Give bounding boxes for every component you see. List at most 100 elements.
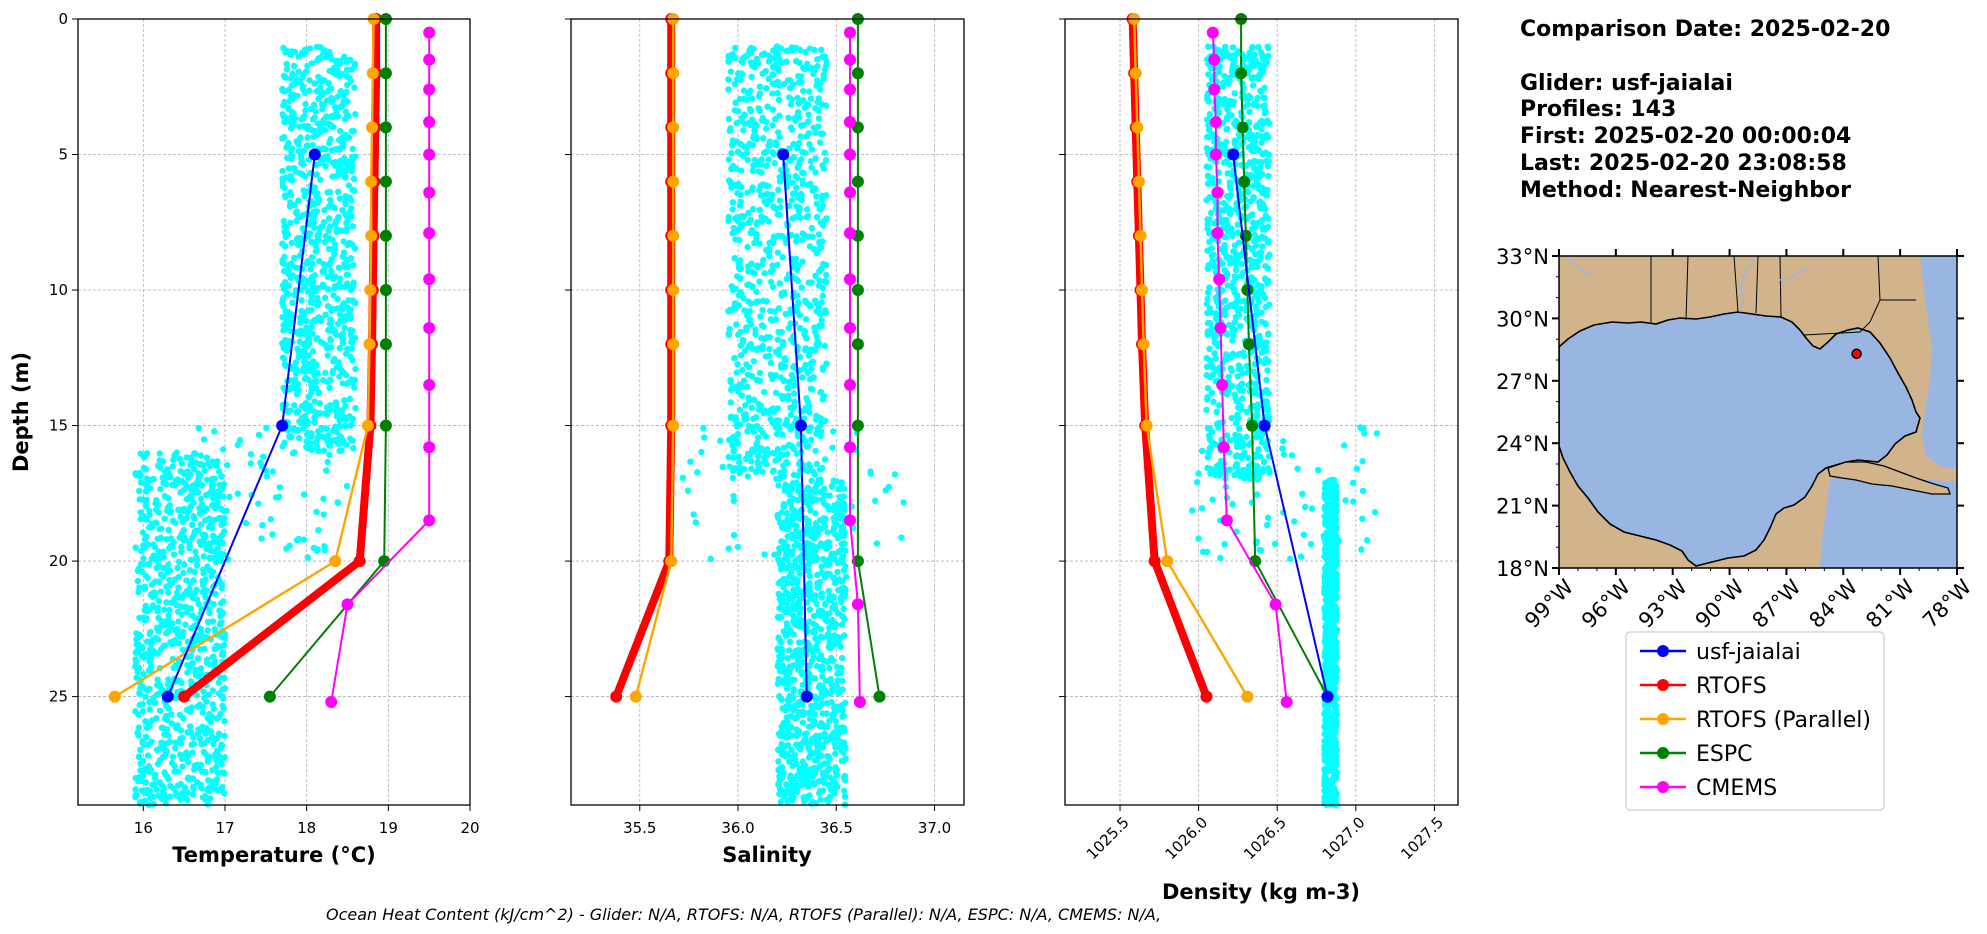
glider-scatter-point bbox=[336, 195, 344, 202]
glider-scatter-point bbox=[336, 103, 344, 111]
glider-scatter-point bbox=[184, 758, 192, 766]
glider-scatter-point bbox=[179, 763, 186, 770]
glider-scatter-point bbox=[298, 297, 305, 304]
glider-scatter-point bbox=[776, 545, 783, 552]
glider-scatter-point bbox=[806, 572, 813, 580]
glider-scatter-point bbox=[784, 655, 791, 662]
glider-scatter-point bbox=[342, 108, 349, 115]
glider-scatter-point bbox=[343, 66, 350, 74]
glider-scatter-point bbox=[306, 125, 313, 133]
glider-scatter-point bbox=[203, 698, 210, 705]
glider-scatter-point bbox=[309, 330, 316, 337]
glider-scatter-point bbox=[136, 691, 143, 698]
glider-scatter-point bbox=[336, 344, 343, 352]
glider-scatter-point bbox=[303, 317, 310, 324]
glider-scatter-point bbox=[775, 590, 782, 598]
glider-scatter-point bbox=[829, 505, 836, 512]
glider-scatter-point bbox=[348, 197, 355, 204]
glider-scatter-point bbox=[743, 361, 750, 368]
glider-scatter-point bbox=[833, 723, 840, 731]
glider-scatter-point bbox=[834, 568, 841, 576]
glider-scatter-point bbox=[315, 526, 322, 534]
glider-scatter-point bbox=[1220, 245, 1228, 253]
glider-scatter-point bbox=[761, 388, 768, 396]
glider-scatter-point bbox=[219, 686, 226, 693]
glider-scatter-point bbox=[745, 394, 752, 402]
glider-scatter-point bbox=[780, 770, 787, 777]
glider-scatter-point bbox=[136, 633, 143, 640]
glider-scatter-point bbox=[796, 570, 803, 577]
glider-scatter-point bbox=[684, 487, 692, 494]
glider-scatter-point bbox=[136, 496, 143, 503]
glider-scatter-point bbox=[1229, 500, 1236, 508]
glider-scatter-point bbox=[829, 444, 836, 451]
glider-scatter-point bbox=[759, 429, 767, 437]
glider-scatter-point bbox=[153, 497, 160, 504]
glider-scatter-point bbox=[1210, 398, 1217, 405]
glider-scatter-point bbox=[818, 464, 826, 472]
glider-scatter-point bbox=[287, 327, 294, 334]
series-point bbox=[423, 227, 436, 240]
glider-scatter-point bbox=[841, 773, 849, 780]
glider-scatter-point bbox=[818, 299, 825, 306]
glider-scatter-point bbox=[1288, 452, 1296, 459]
glider-scatter-point bbox=[196, 735, 203, 742]
glider-scatter-point bbox=[281, 98, 288, 106]
glider-scatter-point bbox=[1237, 322, 1244, 330]
glider-scatter-point bbox=[806, 748, 814, 755]
glider-scatter-point bbox=[734, 70, 742, 77]
glider-scatter-point bbox=[1259, 430, 1267, 437]
glider-scatter-point bbox=[1203, 196, 1210, 204]
glider-scatter-point bbox=[821, 278, 828, 285]
glider-scatter-point bbox=[350, 379, 357, 386]
glider-scatter-point bbox=[813, 460, 820, 468]
glider-scatter-point bbox=[813, 430, 820, 437]
glider-scatter-point bbox=[178, 460, 185, 467]
glider-scatter-point bbox=[788, 371, 796, 379]
glider-scatter-point bbox=[312, 108, 320, 115]
glider-scatter-point bbox=[312, 384, 320, 392]
glider-scatter-point bbox=[818, 663, 826, 670]
glider-scatter-point bbox=[786, 145, 793, 152]
glider-scatter-point bbox=[173, 792, 180, 799]
glider-scatter-point bbox=[292, 359, 300, 366]
glider-scatter-point bbox=[136, 614, 143, 622]
glider-scatter-point bbox=[210, 740, 217, 747]
glider-scatter-point bbox=[180, 569, 187, 577]
glider-scatter-point bbox=[725, 213, 732, 221]
glider-scatter-point bbox=[1204, 180, 1212, 187]
glider-scatter-point bbox=[800, 170, 807, 177]
glider-scatter-point bbox=[326, 320, 334, 327]
glider-scatter-point bbox=[336, 373, 343, 380]
glider-scatter-point bbox=[272, 494, 280, 501]
glider-scatter-point bbox=[818, 691, 825, 698]
glider-scatter-point bbox=[145, 741, 152, 748]
glider-scatter-point bbox=[319, 105, 326, 113]
glider-scatter-point bbox=[304, 258, 311, 265]
glider-scatter-point bbox=[816, 322, 823, 329]
glider-scatter-point bbox=[783, 685, 791, 692]
salinity-xlabel: Salinity bbox=[722, 843, 812, 867]
glider-scatter-point bbox=[311, 363, 318, 370]
glider-scatter-point bbox=[790, 382, 798, 389]
glider-scatter-point bbox=[1207, 470, 1214, 477]
glider-scatter-point bbox=[1218, 218, 1225, 226]
glider-scatter-point bbox=[309, 142, 316, 149]
glider-scatter-point bbox=[776, 178, 784, 185]
glider-scatter-point bbox=[1257, 49, 1265, 56]
glider-scatter-point bbox=[352, 405, 359, 412]
glider-scatter-point bbox=[758, 322, 766, 329]
glider-scatter-point bbox=[192, 548, 199, 555]
glider-scatter-point bbox=[1206, 445, 1214, 452]
glider-scatter-point bbox=[813, 662, 821, 670]
glider-scatter-point bbox=[1230, 98, 1237, 106]
glider-scatter-point bbox=[322, 162, 329, 170]
glider-scatter-point bbox=[828, 654, 835, 662]
glider-scatter-point bbox=[758, 218, 765, 225]
glider-scatter-point bbox=[839, 545, 846, 553]
glider-scatter-point bbox=[1263, 190, 1270, 197]
glider-scatter-point bbox=[331, 104, 339, 111]
glider-scatter-point bbox=[791, 542, 799, 549]
glider-scatter-point bbox=[804, 553, 811, 561]
glider-scatter-point bbox=[146, 630, 153, 638]
